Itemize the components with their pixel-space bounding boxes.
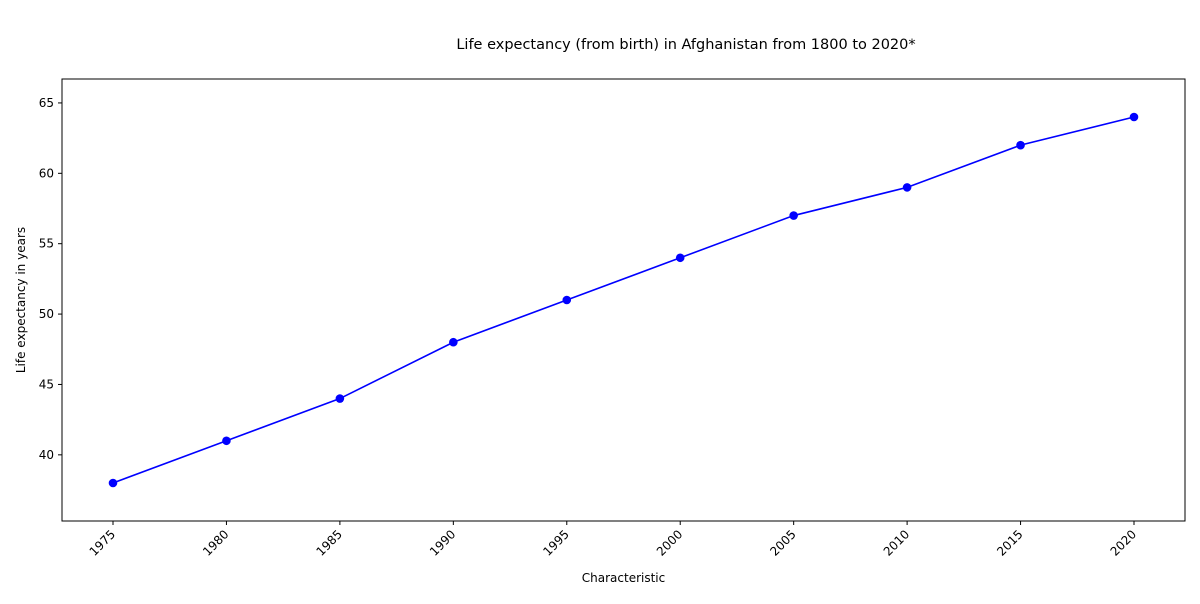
x-tick-label: 2010 bbox=[881, 527, 912, 558]
x-tick-label: 1980 bbox=[200, 527, 231, 558]
x-axis-label: Characteristic bbox=[582, 571, 665, 585]
data-point bbox=[449, 337, 458, 347]
y-tick-label: 50 bbox=[39, 307, 54, 321]
x-tick-label: 2020 bbox=[1108, 527, 1139, 558]
y-tick-label: 65 bbox=[39, 96, 54, 110]
y-tick-label: 45 bbox=[39, 377, 54, 391]
x-tick-label: 1990 bbox=[427, 527, 458, 558]
y-tick-label: 60 bbox=[39, 166, 54, 180]
data-point bbox=[335, 394, 345, 403]
y-axis: 40 45 50 55 60 65 bbox=[39, 96, 62, 462]
series-layer bbox=[108, 112, 1139, 488]
plot-area bbox=[61, 78, 1186, 522]
x-tick-label: 2015 bbox=[994, 527, 1025, 558]
chart-title: Life expectancy (from birth) in Afghanis… bbox=[456, 37, 915, 53]
y-tick-label: 40 bbox=[39, 448, 54, 462]
y-tick-label: 55 bbox=[39, 237, 54, 251]
x-tick-label: 2005 bbox=[767, 527, 798, 558]
x-axis: 1975 1980 1985 1990 1995 2000 2005 2010 2015 2020 bbox=[87, 521, 1139, 559]
data-point bbox=[1016, 140, 1025, 150]
y-axis-label: Life expectancy in years bbox=[14, 227, 28, 373]
series-line bbox=[112, 116, 1135, 484]
data-point bbox=[902, 183, 912, 192]
x-tick-label: 1995 bbox=[540, 527, 571, 558]
data-point bbox=[222, 436, 231, 446]
x-tick-label: 1975 bbox=[87, 527, 118, 558]
data-point bbox=[108, 478, 118, 488]
data-point bbox=[789, 211, 798, 220]
data-point bbox=[1129, 112, 1139, 122]
x-tick-label: 1985 bbox=[314, 527, 345, 558]
data-point bbox=[562, 295, 572, 305]
data-point bbox=[675, 253, 685, 263]
x-tick-label: 2000 bbox=[654, 527, 685, 558]
